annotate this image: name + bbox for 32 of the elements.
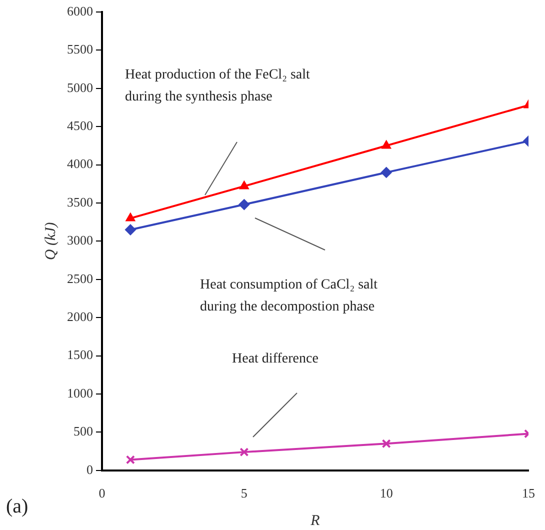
point xyxy=(126,455,135,464)
point xyxy=(382,140,392,149)
x-tick-label: 15 xyxy=(522,486,535,501)
y-tick-label: 500 xyxy=(74,424,93,439)
text: (a) xyxy=(6,495,28,518)
point xyxy=(124,224,136,236)
annotation: Heat difference xyxy=(232,352,318,367)
y-axis-title: Q (kJ) xyxy=(42,222,59,260)
x-tick-label: 5 xyxy=(240,486,248,501)
y-tick-label: 1500 xyxy=(67,347,93,362)
y-tick-label: 6000 xyxy=(67,3,93,18)
x-tick-label: 10 xyxy=(380,486,393,501)
annotation: Heat consumption of CaCl₂ salt during the decompostion phase xyxy=(200,278,378,315)
y-tick-label: 2000 xyxy=(67,309,93,324)
x-tick-label: 0 xyxy=(98,486,106,501)
x-axis-title: R xyxy=(310,512,320,529)
y-tick-label: 3500 xyxy=(67,194,93,210)
y-tick-label: 0 xyxy=(86,462,93,477)
y-tick-label: 5500 xyxy=(67,42,93,57)
point xyxy=(240,448,249,457)
annotation: Heat production of the FeCl₂ salt during the synthesis phase xyxy=(125,68,310,105)
point xyxy=(380,166,392,178)
y-tick-label: 2500 xyxy=(67,270,93,286)
y-tick-label: 4500 xyxy=(67,118,93,134)
y-tick-label: 3000 xyxy=(67,232,93,248)
point xyxy=(238,199,250,210)
y-tick-label: 4000 xyxy=(67,156,93,172)
point xyxy=(239,180,249,190)
y-tick-label: 5000 xyxy=(67,80,93,95)
point xyxy=(126,212,136,222)
y-tick-label: 1000 xyxy=(67,385,93,400)
point xyxy=(382,439,391,448)
